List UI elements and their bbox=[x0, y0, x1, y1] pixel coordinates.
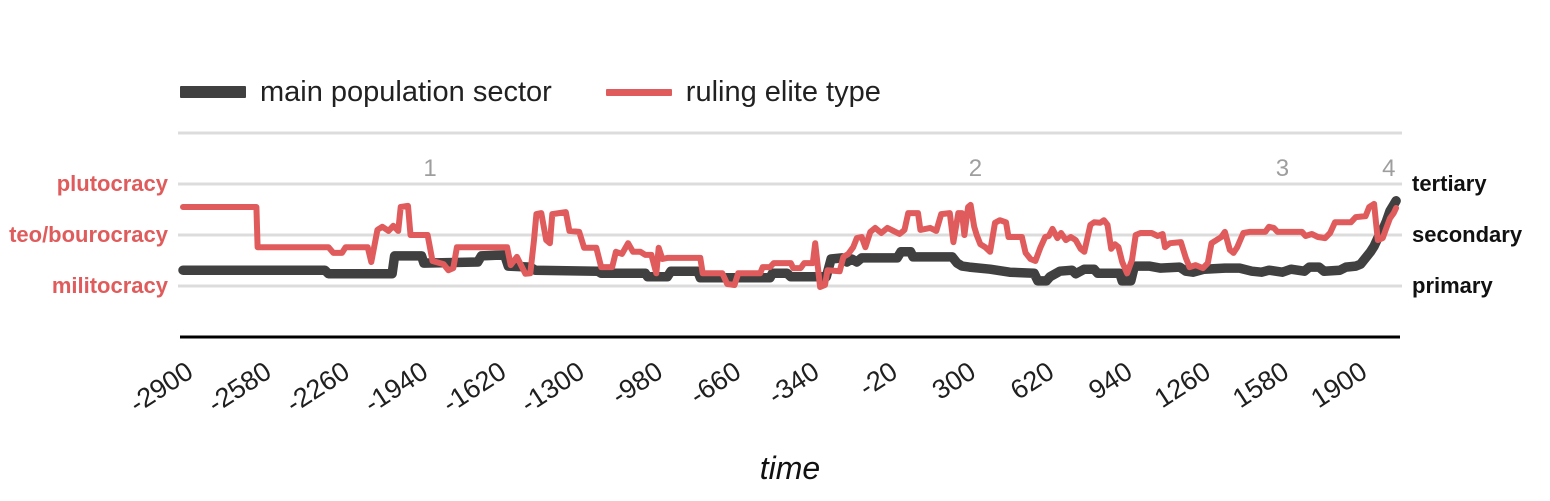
series-line-main-population-sector bbox=[178, 196, 1401, 286]
legend-label-main-population-sector: main population sector bbox=[260, 75, 552, 108]
annotation-3: 3 bbox=[1276, 155, 1289, 182]
x-tick-label--1300: -1300 bbox=[515, 356, 589, 419]
x-tick-label--1620: -1620 bbox=[437, 356, 511, 419]
x-tick-label--2900: -2900 bbox=[124, 356, 198, 419]
x-tick-label--660: -660 bbox=[684, 356, 746, 411]
annotation-4: 4 bbox=[1382, 155, 1395, 182]
y-label-left-plutocracy: plutocracy bbox=[56, 171, 168, 196]
y-label-left-teo-bourocracy: teo/bourocracy bbox=[9, 222, 168, 247]
x-tick-label-1900: 1900 bbox=[1306, 356, 1373, 414]
x-tick-label-1260: 1260 bbox=[1149, 356, 1216, 414]
legend-swatch-ruling-elite-type bbox=[605, 88, 672, 96]
y-label-left-militocracy: militocracy bbox=[51, 273, 168, 298]
x-tick-label-620: 620 bbox=[1005, 356, 1059, 406]
annotation-2: 2 bbox=[969, 155, 982, 182]
chart-legend: main population sector ruling elite type bbox=[180, 74, 881, 110]
y-label-right-secondary: secondary bbox=[1412, 222, 1523, 247]
x-tick-label--340: -340 bbox=[763, 356, 825, 411]
legend-swatch-main-population-sector bbox=[180, 86, 246, 98]
annotation-1: 1 bbox=[423, 155, 436, 182]
x-tick-label--2260: -2260 bbox=[281, 356, 355, 419]
y-label-right-primary: primary bbox=[1412, 273, 1493, 298]
x-tick-label--980: -980 bbox=[606, 356, 668, 411]
legend-label-ruling-elite-type: ruling elite type bbox=[685, 75, 881, 108]
y-label-right-tertiary: tertiary bbox=[1412, 171, 1487, 196]
x-tick-label-940: 940 bbox=[1083, 356, 1137, 406]
series-line-ruling-elite-type bbox=[180, 200, 1400, 290]
x-tick-label-300: 300 bbox=[927, 356, 981, 406]
x-tick-label--2580: -2580 bbox=[202, 356, 276, 419]
x-axis-title: time bbox=[759, 450, 821, 486]
x-tick-label--1940: -1940 bbox=[359, 356, 433, 419]
legend-item-ruling-elite-type: ruling elite type bbox=[605, 75, 881, 109]
legend-item-main-population-sector: main population sector bbox=[180, 76, 552, 109]
x-tick-label-1580: 1580 bbox=[1227, 356, 1294, 414]
x-tick-label--20: -20 bbox=[854, 356, 903, 402]
